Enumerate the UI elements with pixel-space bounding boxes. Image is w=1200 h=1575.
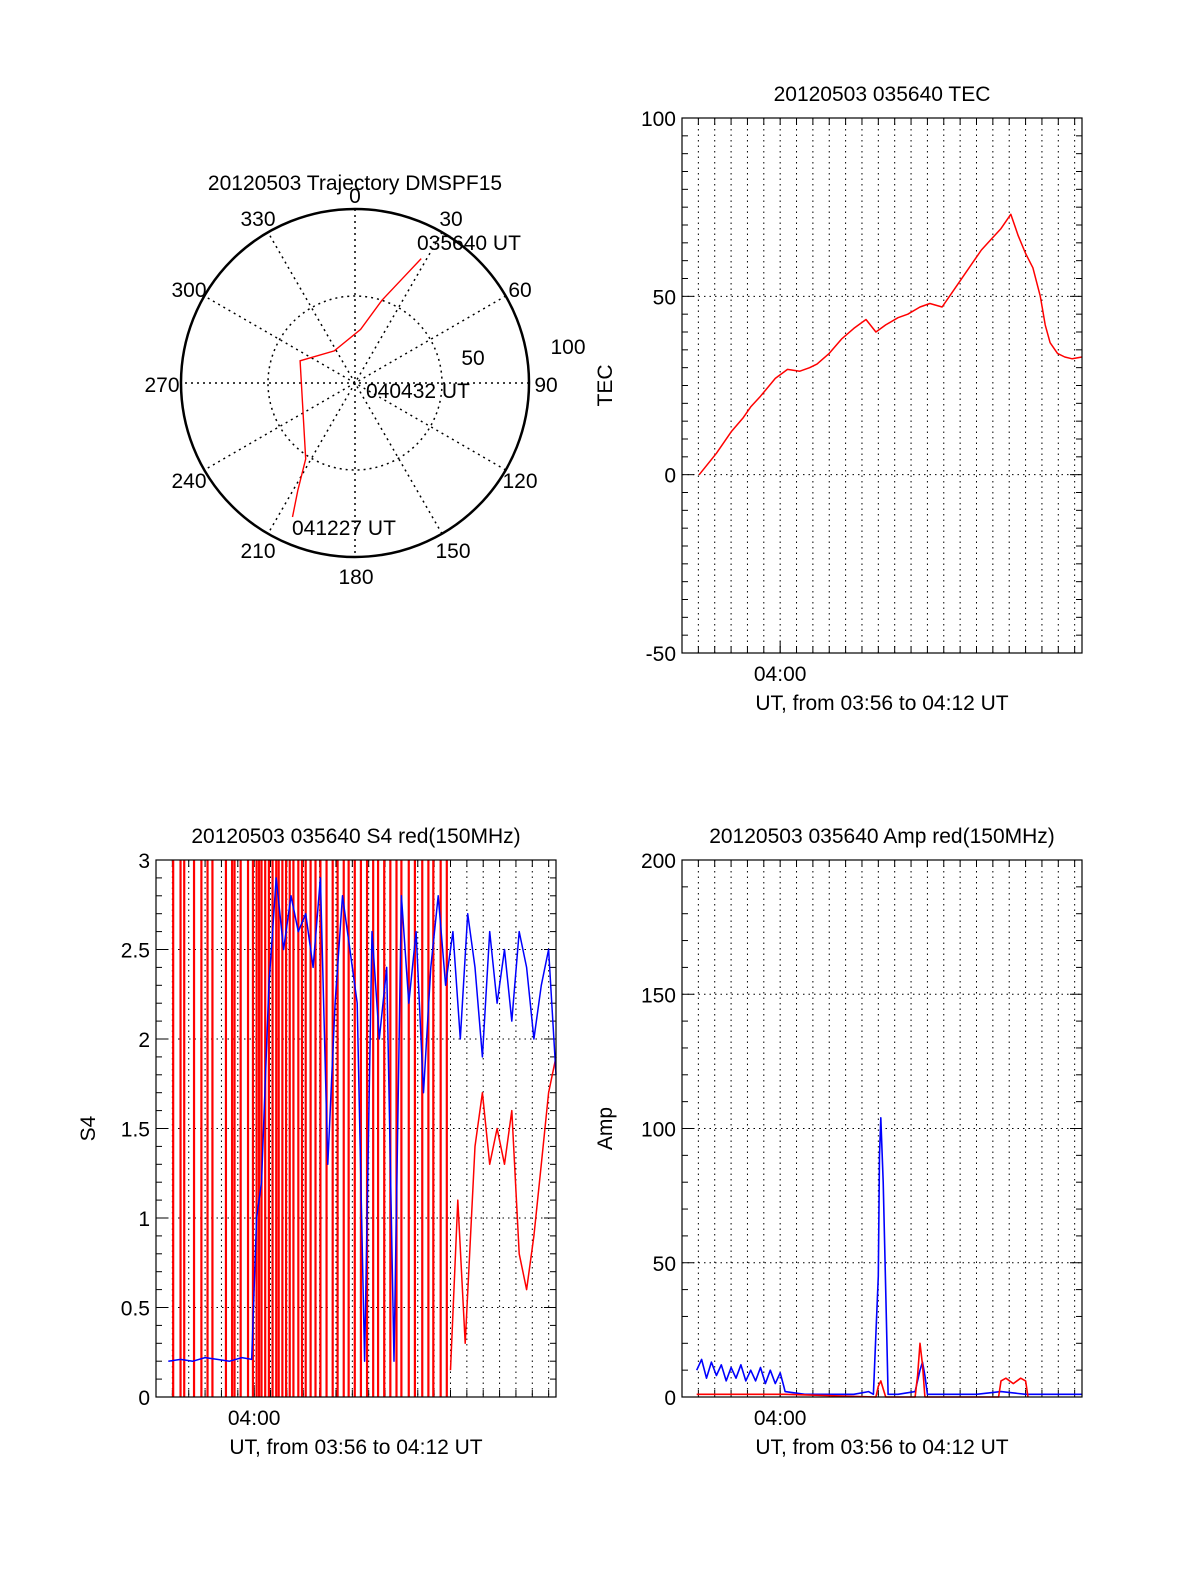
x-tick-label: 04:00 <box>754 663 807 686</box>
y-tick-label: 200 <box>641 850 676 873</box>
y-tick-label: 150 <box>641 984 676 1007</box>
red-series-line <box>698 213 1083 476</box>
red-series-line <box>449 1056 557 1371</box>
y-tick-label: 3 <box>138 850 150 873</box>
blue-series-line <box>168 877 557 1362</box>
time-annotation: 035640 UT <box>417 232 521 255</box>
y-tick-label: 0 <box>664 1387 676 1410</box>
data-series <box>698 213 1083 476</box>
polar-inner-ring <box>267 295 443 471</box>
trajectory-title: 20120503 Trajectory DMSPF15 <box>208 172 502 195</box>
chart-title: 20120503 035640 S4 red(150MHz) <box>191 825 520 848</box>
y-tick-label: 100 <box>641 108 676 131</box>
time-annotation: 041227 UT <box>292 517 396 540</box>
trajectory-line <box>291 258 422 518</box>
azimuth-label: 330 <box>240 208 275 231</box>
y-axis-label: S4 <box>77 1115 100 1141</box>
y-axis-label: Amp <box>594 1107 617 1150</box>
time-annotation: 040432 UT <box>366 380 470 403</box>
plot-frame <box>681 117 1083 654</box>
x-axis-label: UT, from 03:56 to 04:12 UT <box>229 1436 482 1459</box>
chart-title: 20120503 035640 Amp red(150MHz) <box>709 825 1055 848</box>
azimuth-label: 300 <box>171 279 206 302</box>
blue-series-line <box>695 1117 1082 1396</box>
grid-lines <box>682 117 1082 654</box>
radial-label: 100 <box>550 336 585 359</box>
y-tick-label: 0.5 <box>121 1298 150 1321</box>
x-tick-label: 04:00 <box>754 1407 807 1430</box>
azimuth-label: 240 <box>171 470 206 493</box>
tec-plot: 20120503 035640 TEC UT, from 03:56 to 04:… <box>594 83 1083 715</box>
polar-azimuth-labels: 0 30 60 90 120 150 180 210 240 270 300 330 50 100 0356… <box>144 185 585 589</box>
polar-spoke <box>267 231 443 535</box>
grid-lines <box>156 859 556 1398</box>
y-tick-label: 50 <box>653 1253 676 1276</box>
y-tick-label: 0 <box>664 465 676 488</box>
y-tick-label: -50 <box>646 643 676 666</box>
amp-plot: 20120503 035640 Amp red(150MHz) UT, from … <box>594 825 1083 1459</box>
y-tick-label: 2.5 <box>121 940 150 963</box>
x-axis-label: UT, from 03:56 to 04:12 UT <box>755 1436 1008 1459</box>
plot-frame <box>155 859 557 1398</box>
y-tick-label: 0 <box>138 1387 150 1410</box>
azimuth-label: 270 <box>144 374 179 397</box>
trajectory-polar-plot: 20120503 Trajectory DMSPF15 0 30 60 90 120 15… <box>144 172 585 589</box>
azimuth-label: 210 <box>240 540 275 563</box>
x-axis-label: UT, from 03:56 to 04:12 UT <box>755 692 1008 715</box>
azimuth-label: 90 <box>534 374 557 397</box>
y-axis-label: TEC <box>594 365 617 407</box>
polar-grid <box>179 207 531 559</box>
x-tick-label: 04:00 <box>228 1407 281 1430</box>
y-tick-label: 100 <box>641 1119 676 1142</box>
azimuth-label: 30 <box>439 208 462 231</box>
y-tick-label: 1 <box>138 1208 150 1231</box>
s4-plot: 20120503 035640 S4 red(150MHz) UT, from 0… <box>77 825 557 1459</box>
azimuth-label: 180 <box>338 566 373 589</box>
azimuth-label: 150 <box>435 540 470 563</box>
trajectory-series <box>291 258 422 518</box>
radial-label: 50 <box>461 347 484 370</box>
y-tick-label: 1.5 <box>121 1119 150 1142</box>
data-series <box>695 1117 1082 1398</box>
grid-lines <box>682 859 1082 1398</box>
azimuth-label: 120 <box>502 470 537 493</box>
azimuth-label: 0 <box>349 185 361 208</box>
chart-title: 20120503 035640 TEC <box>774 83 991 106</box>
red-series-line <box>696 1342 1029 1398</box>
y-tick-label: 2 <box>138 1029 150 1052</box>
plot-frame <box>681 859 1083 1398</box>
data-series <box>168 860 557 1397</box>
azimuth-label: 60 <box>508 279 531 302</box>
y-tick-label: 50 <box>653 286 676 309</box>
